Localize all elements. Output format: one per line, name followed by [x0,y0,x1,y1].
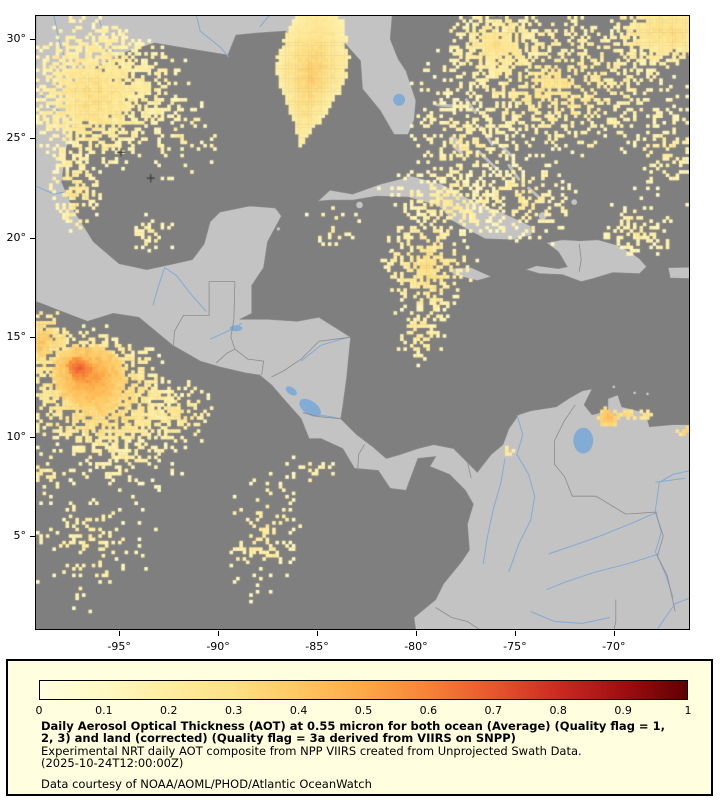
lon-tick-label: -85° [305,640,329,653]
colorbar [39,680,688,700]
colorbar-tick-labels: 0 0.1 0.2 0.3 0.4 0.5 0.6 0.7 0.8 0.9 1 [35,704,692,717]
colorbar-tick-label: 0.7 [484,704,503,717]
colorbar-tick-label: 0.9 [614,704,632,717]
legend-timestamp: (2025-10-24T12:00:00Z) [41,755,184,770]
legend-panel: 0 0.1 0.2 0.3 0.4 0.5 0.6 0.7 0.8 0.9 1 Daily Aero… [6,659,713,796]
lon-tick-mark [316,631,318,636]
lat-tick-label: 15° [6,330,27,344]
lat-tick-mark [30,39,35,41]
colorbar-tick-label: 0.2 [160,704,178,717]
map-frame [35,15,690,630]
lon-tick-label: -95° [107,640,131,653]
colorbar-tick-label: 0.5 [354,704,373,717]
legend-title-line2: 2, 3) and land (corrected) (Quality flag… [41,731,516,746]
lon-tick-mark [415,631,417,636]
lon-tick-label: -90° [206,640,230,653]
lat-tick-mark [30,237,35,239]
colorbar-tick-label: 0.1 [95,704,113,717]
colorbar-tick-label: 0 [35,704,43,717]
lon-tick-mark [514,631,516,636]
lon-tick-label: -70° [602,640,626,653]
legend-courtesy: Data courtesy of NOAA/AOML/PHOD/Atlantic… [41,777,372,792]
colorbar-tick-label: 0.6 [419,704,438,717]
lat-tick-mark [30,436,35,438]
legend-title-line1: Daily Aerosol Optical Thickness (AOT) at… [41,719,665,733]
lon-tick-mark [613,631,615,636]
colorbar-tick-label: 0.8 [549,704,567,717]
aot-data-overlay [36,16,689,629]
lat-tick-label: 20° [6,230,27,244]
lat-tick-label: 10° [6,429,27,443]
colorbar-tick-label: 0.3 [224,704,243,717]
lat-tick-mark [30,138,35,140]
legend-description: Experimental NRT daily AOT composite fro… [41,743,582,758]
colorbar-tick-label: 0.4 [289,704,308,717]
lat-tick-label: 30° [6,32,27,46]
lon-tick-label: -80° [404,640,428,653]
lon-tick-mark [119,631,121,636]
lon-tick-label: -75° [503,640,527,653]
colorbar-tick-label: 1 [684,704,692,717]
lat-tick-mark [30,337,35,339]
lat-tick-label: 25° [6,131,27,145]
lat-tick-label: 5° [13,528,27,542]
lon-tick-mark [218,631,220,636]
longitude-axis: -95° -90° -85° -80° -75° -70° [36,631,691,659]
latitude-axis: 30° 25° 20° 15° 10° 5° [0,16,35,631]
lat-tick-mark [30,535,35,537]
legend-text-block: Daily Aerosol Optical Thickness (AOT) at… [41,719,665,792]
